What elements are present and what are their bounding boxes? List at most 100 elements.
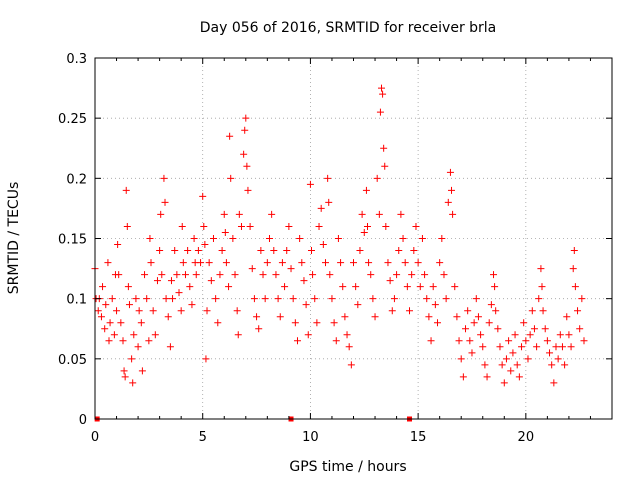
data-point	[123, 222, 131, 230]
data-point	[178, 222, 186, 230]
data-point	[158, 271, 166, 279]
data-point	[530, 325, 538, 333]
y-tick-label: 0	[79, 413, 87, 428]
data-point	[207, 277, 215, 285]
data-point	[373, 174, 381, 182]
data-point	[444, 198, 452, 206]
data-point	[296, 235, 304, 242]
y-tick-label: 0.2	[66, 172, 87, 187]
data-point	[186, 283, 194, 291]
data-point	[563, 313, 571, 321]
data-point	[438, 235, 446, 242]
data-point	[200, 222, 208, 230]
data-point	[343, 331, 351, 339]
data-point	[237, 222, 245, 230]
data-point	[356, 247, 364, 255]
data-point	[138, 367, 146, 375]
y-tick-label: 0.15	[58, 233, 87, 248]
data-point	[520, 319, 528, 327]
data-point	[167, 277, 175, 285]
axes: 0 0.05 0.1 0.15 0.2 0.25 0.3 0 5 10 15 20	[58, 52, 613, 445]
data-point	[169, 295, 177, 303]
data-point	[339, 283, 347, 291]
data-point	[375, 210, 383, 218]
data-point	[156, 247, 164, 255]
data-point	[466, 337, 474, 345]
data-point	[455, 337, 463, 345]
data-point	[524, 355, 532, 363]
data-point	[143, 295, 151, 303]
data-point	[511, 331, 519, 339]
data-point	[569, 265, 577, 273]
data-point	[416, 283, 424, 291]
data-point	[272, 271, 280, 279]
data-point	[311, 295, 319, 303]
data-points	[91, 84, 588, 422]
data-point	[283, 247, 291, 255]
data-point	[108, 295, 116, 303]
data-point	[414, 259, 422, 267]
x-axis-label: GPS time / hours	[289, 459, 406, 475]
data-point	[546, 349, 554, 357]
data-point	[528, 307, 536, 315]
data-point	[233, 307, 241, 315]
data-point	[129, 379, 137, 387]
data-point	[490, 271, 498, 279]
data-point	[395, 247, 403, 255]
data-point	[190, 235, 198, 242]
data-point	[162, 295, 170, 303]
data-point	[240, 150, 248, 158]
data-point	[382, 222, 390, 230]
data-point	[146, 235, 154, 242]
data-point	[175, 289, 183, 297]
data-point	[350, 259, 357, 267]
data-point	[171, 247, 179, 255]
data-point	[337, 259, 345, 267]
data-point	[298, 259, 306, 267]
data-point	[244, 186, 252, 194]
data-point	[496, 343, 504, 351]
data-point	[352, 283, 360, 291]
data-point	[263, 259, 271, 267]
data-point	[423, 295, 431, 303]
data-point	[218, 247, 226, 255]
y-axis-label: SRMTID / TECUs	[6, 182, 22, 295]
x-tick-label: 20	[518, 430, 535, 445]
data-point	[319, 241, 327, 249]
data-point	[281, 283, 289, 291]
data-point	[515, 373, 523, 381]
y-tick-label: 0.3	[66, 52, 87, 67]
data-point	[379, 90, 387, 98]
data-point	[371, 313, 379, 321]
data-point	[255, 325, 263, 333]
data-point	[552, 343, 560, 351]
data-point	[132, 295, 140, 303]
data-point	[434, 319, 442, 327]
data-point	[526, 331, 534, 339]
y-tick-label: 0.25	[58, 112, 87, 127]
data-point	[177, 307, 185, 315]
data-point	[285, 222, 293, 230]
data-point	[453, 313, 461, 321]
data-point	[332, 337, 340, 345]
data-point	[518, 343, 526, 351]
data-point	[268, 210, 276, 218]
data-point	[397, 210, 405, 218]
data-point	[485, 319, 493, 327]
data-point	[209, 235, 217, 242]
data-point	[550, 379, 558, 387]
data-point	[576, 325, 584, 333]
data-point	[483, 373, 491, 381]
data-point	[222, 259, 230, 267]
data-point	[378, 84, 386, 92]
data-point	[113, 307, 121, 315]
data-point	[102, 301, 110, 309]
data-point	[421, 271, 429, 279]
data-point	[464, 307, 472, 315]
data-point	[293, 337, 301, 345]
data-point	[192, 271, 200, 279]
data-point	[440, 271, 448, 279]
data-point	[241, 126, 249, 134]
data-point	[220, 210, 228, 218]
data-point	[313, 319, 321, 327]
